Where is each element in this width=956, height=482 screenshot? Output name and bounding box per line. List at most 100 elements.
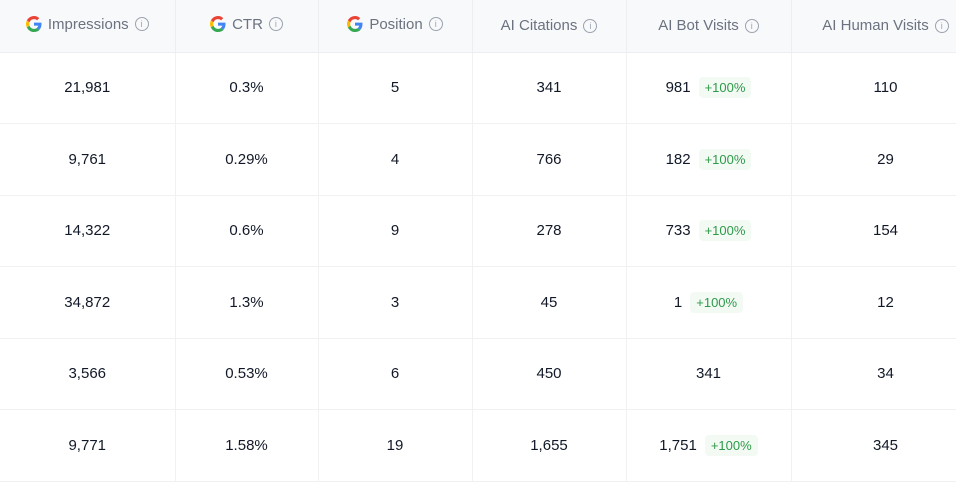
- value: 182: [665, 150, 691, 168]
- value: 110: [873, 79, 898, 97]
- column-label: CTR: [232, 15, 263, 33]
- cell-human: 110: [791, 52, 956, 124]
- cell-ctr: 1.58%: [175, 409, 319, 482]
- value: 12: [877, 293, 894, 311]
- table-row[interactable]: 21,981 0.3% 5 341 981 +100% 110: [0, 52, 956, 124]
- value: 1,655: [530, 436, 568, 454]
- cell-human: 345: [791, 409, 956, 482]
- cell-human: 154: [791, 195, 956, 267]
- cell-ctr: 0.29%: [175, 123, 319, 196]
- value: 9,771: [68, 436, 107, 454]
- cell-bot: 733 +100%: [626, 195, 792, 267]
- cell-position: 6: [318, 338, 473, 410]
- cell-human: 29: [791, 123, 956, 196]
- column-label: Impressions: [47, 15, 129, 33]
- cell-position: 9: [318, 195, 473, 267]
- cell-ctr: 1.3%: [175, 266, 319, 339]
- change-badge: +100%: [698, 148, 752, 170]
- column-label: AI Bot Visits: [658, 17, 739, 35]
- value: 1.58%: [225, 436, 268, 454]
- column-header[interactable]: CTR i: [175, 0, 319, 53]
- cell-ctr: 0.53%: [175, 338, 319, 410]
- cell-bot: 1 +100%: [626, 266, 792, 339]
- value: 1: [673, 293, 683, 311]
- value: 45: [540, 293, 558, 311]
- value: 278: [536, 222, 562, 240]
- value: 341: [536, 79, 562, 97]
- info-icon[interactable]: i: [428, 17, 443, 31]
- table-row[interactable]: 9,761 0.29% 4 766 182 +100% 29: [0, 123, 956, 196]
- google-icon: [347, 16, 363, 32]
- cell-human: 34: [791, 338, 956, 410]
- cell-impressions: 14,322: [0, 195, 176, 267]
- value: 0.3%: [229, 79, 264, 97]
- value: 3,566: [68, 365, 107, 383]
- column-label: AI Citations: [500, 17, 578, 35]
- value: 21,981: [64, 79, 111, 97]
- value: 345: [872, 436, 899, 454]
- value: 0.29%: [225, 150, 268, 168]
- column-label: Position: [369, 15, 423, 33]
- change-badge: +100%: [698, 220, 752, 242]
- cell-bot: 981 +100%: [626, 52, 792, 124]
- cell-position: 5: [318, 52, 473, 124]
- change-badge: +100%: [698, 77, 752, 99]
- cell-bot: 1,751 +100%: [626, 409, 792, 482]
- cell-position: 19: [318, 409, 473, 482]
- value: 981: [665, 79, 691, 97]
- value: 450: [536, 365, 562, 383]
- table-row[interactable]: 9,771 1.58% 19 1,655 1,751 +100% 345: [0, 409, 956, 482]
- column-header[interactable]: AI Human Visits i: [791, 0, 956, 53]
- value: 154: [872, 222, 899, 240]
- column-header[interactable]: Impressions i: [0, 0, 176, 53]
- column-header[interactable]: AI Bot Visits i: [626, 0, 792, 53]
- info-icon[interactable]: i: [934, 18, 949, 33]
- cell-citations: 1,655: [472, 409, 627, 482]
- cell-citations: 450: [472, 338, 627, 410]
- column-label: AI Human Visits: [822, 17, 929, 35]
- change-badge: +100%: [704, 434, 758, 456]
- google-icon: [210, 16, 226, 32]
- value: 19: [386, 436, 404, 454]
- cell-impressions: 9,761: [0, 123, 176, 196]
- cell-citations: 766: [472, 123, 627, 196]
- info-icon[interactable]: i: [583, 18, 598, 33]
- cell-citations: 278: [472, 195, 627, 267]
- table-row[interactable]: 3,566 0.53% 6 450 341 34: [0, 338, 956, 410]
- value: 29: [877, 150, 894, 168]
- cell-impressions: 34,872: [0, 266, 176, 339]
- cell-impressions: 3,566: [0, 338, 176, 410]
- value: 0.6%: [229, 222, 264, 240]
- cell-ctr: 0.6%: [175, 195, 319, 267]
- value: 733: [665, 222, 691, 240]
- value: 0.53%: [225, 365, 268, 383]
- cell-impressions: 21,981: [0, 52, 176, 124]
- info-icon[interactable]: i: [744, 18, 759, 33]
- value: 766: [536, 150, 562, 168]
- value: 5: [390, 79, 400, 97]
- value: 1,751: [659, 436, 697, 454]
- cell-citations: 341: [472, 52, 627, 124]
- cell-ctr: 0.3%: [175, 52, 319, 124]
- cell-position: 3: [318, 266, 473, 339]
- info-icon[interactable]: i: [134, 17, 149, 31]
- cell-citations: 45: [472, 266, 627, 339]
- table-row[interactable]: 14,322 0.6% 9 278 733 +100% 154: [0, 195, 956, 267]
- column-header[interactable]: Position i: [318, 0, 473, 53]
- value: 34: [877, 365, 894, 383]
- value: 4: [390, 150, 400, 168]
- cell-human: 12: [791, 266, 956, 339]
- cell-bot: 182 +100%: [626, 123, 792, 196]
- value: 341: [695, 365, 722, 383]
- table-row[interactable]: 34,872 1.3% 3 45 1 +100% 12: [0, 266, 956, 339]
- value: 34,872: [64, 293, 111, 311]
- change-badge: +100%: [690, 291, 744, 313]
- info-icon[interactable]: i: [268, 17, 283, 31]
- value: 9,761: [68, 150, 107, 168]
- value: 3: [390, 293, 400, 311]
- cell-bot: 341: [626, 338, 792, 410]
- value: 6: [390, 365, 400, 383]
- column-header[interactable]: AI Citations i: [472, 0, 627, 53]
- cell-position: 4: [318, 123, 473, 196]
